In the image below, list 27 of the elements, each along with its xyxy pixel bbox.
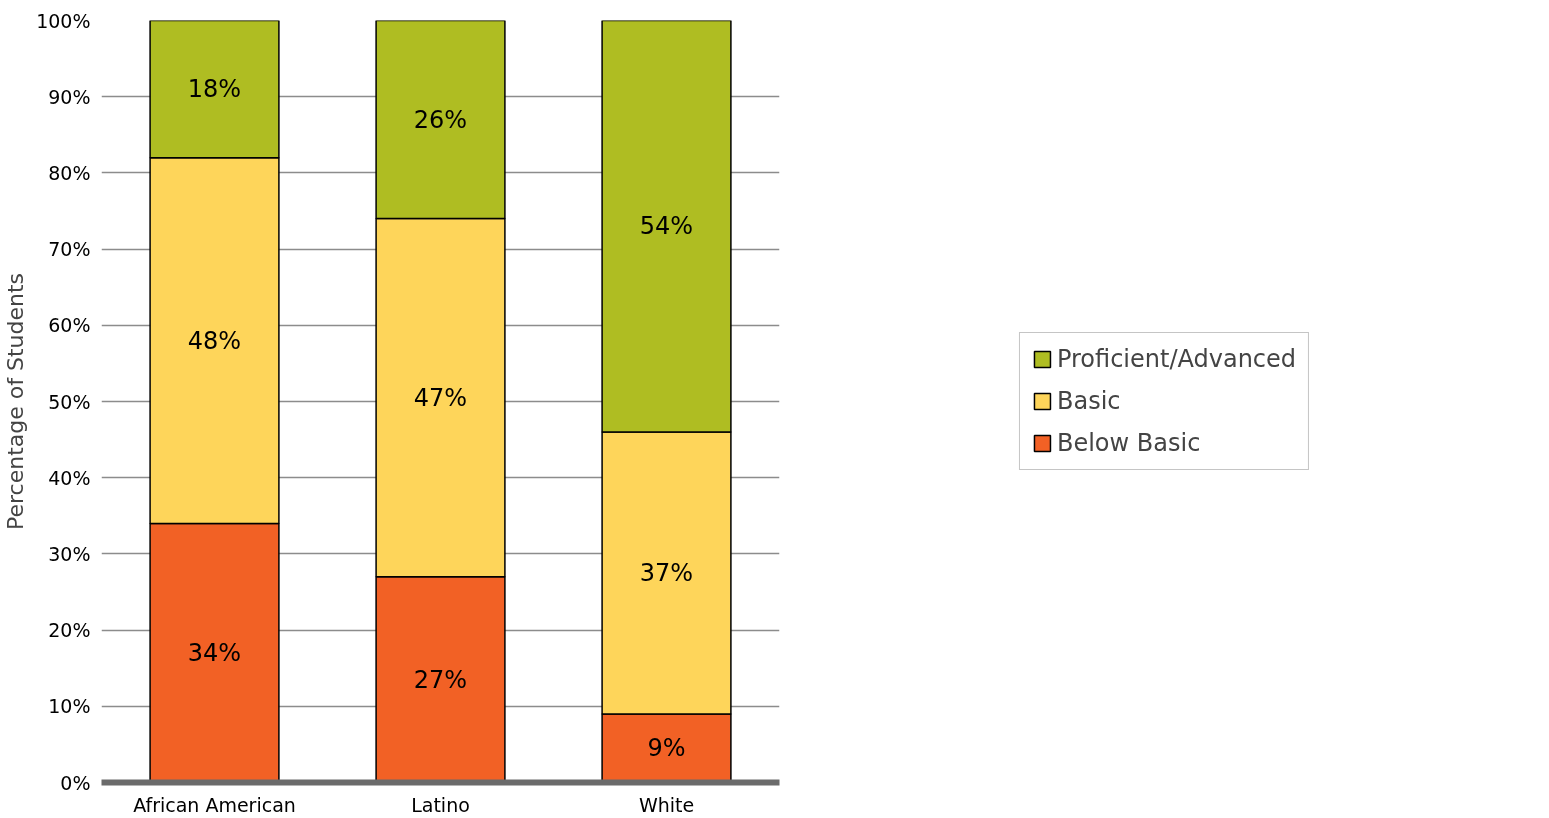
data-label: 54% bbox=[639, 212, 694, 241]
data-label: 9% bbox=[647, 734, 686, 763]
data-label: 47% bbox=[413, 383, 468, 412]
y-tick-label: 70% bbox=[48, 238, 91, 261]
y-tick-label: 20% bbox=[48, 619, 91, 642]
y-tick-label: 60% bbox=[48, 314, 91, 337]
x-tick-label: White bbox=[638, 793, 695, 816]
x-tick-label: Latino bbox=[411, 793, 470, 816]
x-tick-label: African American bbox=[133, 793, 296, 816]
y-tick-label: 90% bbox=[48, 85, 91, 108]
data-label: 37% bbox=[639, 558, 694, 587]
y-tick-label: 10% bbox=[48, 695, 91, 718]
y-tick-label: 0% bbox=[60, 771, 91, 794]
data-label: 27% bbox=[413, 665, 468, 694]
legend-label: Below Basic bbox=[1056, 429, 1201, 457]
data-label: 26% bbox=[413, 105, 468, 134]
legend-label: Proficient/Advanced bbox=[1056, 345, 1297, 373]
legend-label: Basic bbox=[1056, 387, 1121, 415]
y-axis-title: Percentage of Students bbox=[3, 272, 29, 531]
y-tick-label: 50% bbox=[48, 390, 91, 413]
data-label: 48% bbox=[187, 326, 242, 355]
y-tick-label: 40% bbox=[48, 466, 91, 489]
y-tick-label: 30% bbox=[48, 542, 91, 565]
data-label: 34% bbox=[187, 638, 242, 667]
y-tick-label: 100% bbox=[36, 9, 91, 32]
y-tick-label: 80% bbox=[48, 161, 91, 184]
data-label: 18% bbox=[187, 75, 242, 104]
